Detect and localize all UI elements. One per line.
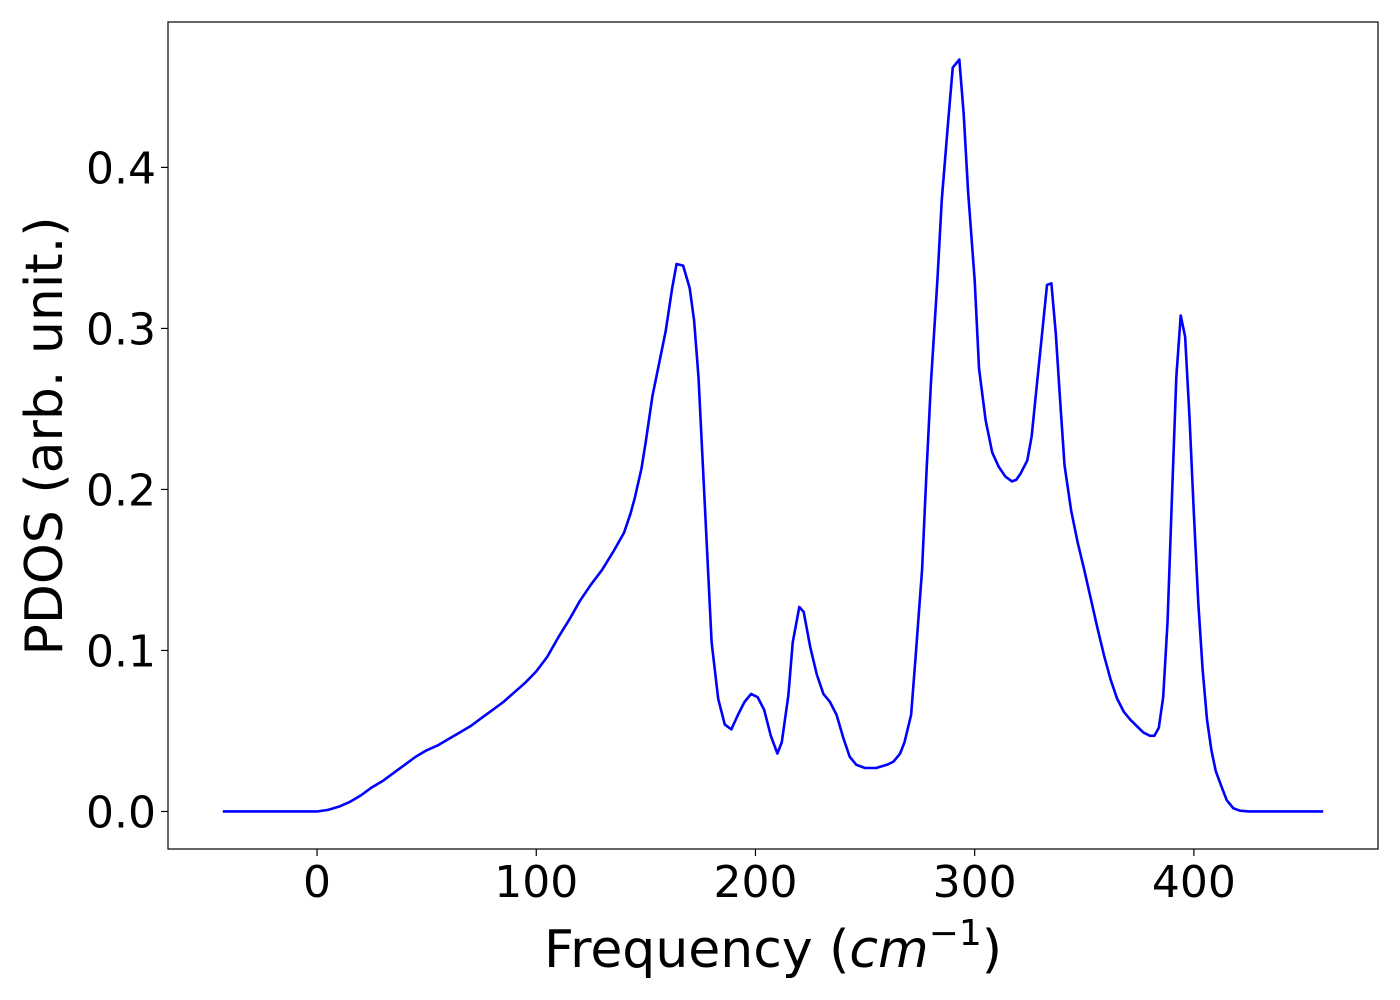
y-tick-label: 0.4 xyxy=(86,143,156,194)
y-tick-label: 0.0 xyxy=(86,787,156,838)
x-tick-label: 400 xyxy=(1152,857,1236,908)
y-tick-label: 0.3 xyxy=(86,304,156,355)
data-line xyxy=(222,58,1324,813)
x-tick-label: 200 xyxy=(713,857,797,908)
y-tick-label: 0.1 xyxy=(86,626,156,677)
x-label-exponent: −1 xyxy=(929,913,982,954)
y-tick-label: 0.2 xyxy=(86,465,156,516)
x-tick-label: 300 xyxy=(933,857,1017,908)
x-tick-label: 0 xyxy=(303,857,331,908)
x-label-close: ) xyxy=(982,920,1002,980)
x-tick-label: 100 xyxy=(494,857,578,908)
plot-frame xyxy=(167,21,1379,850)
x-label-unit: cm xyxy=(849,920,928,980)
x-axis-label: Frequency (cm−1) xyxy=(544,913,1002,980)
y-axis-label: PDOS (arb. unit.) xyxy=(15,216,75,655)
x-label-text: Frequency ( xyxy=(544,920,849,980)
